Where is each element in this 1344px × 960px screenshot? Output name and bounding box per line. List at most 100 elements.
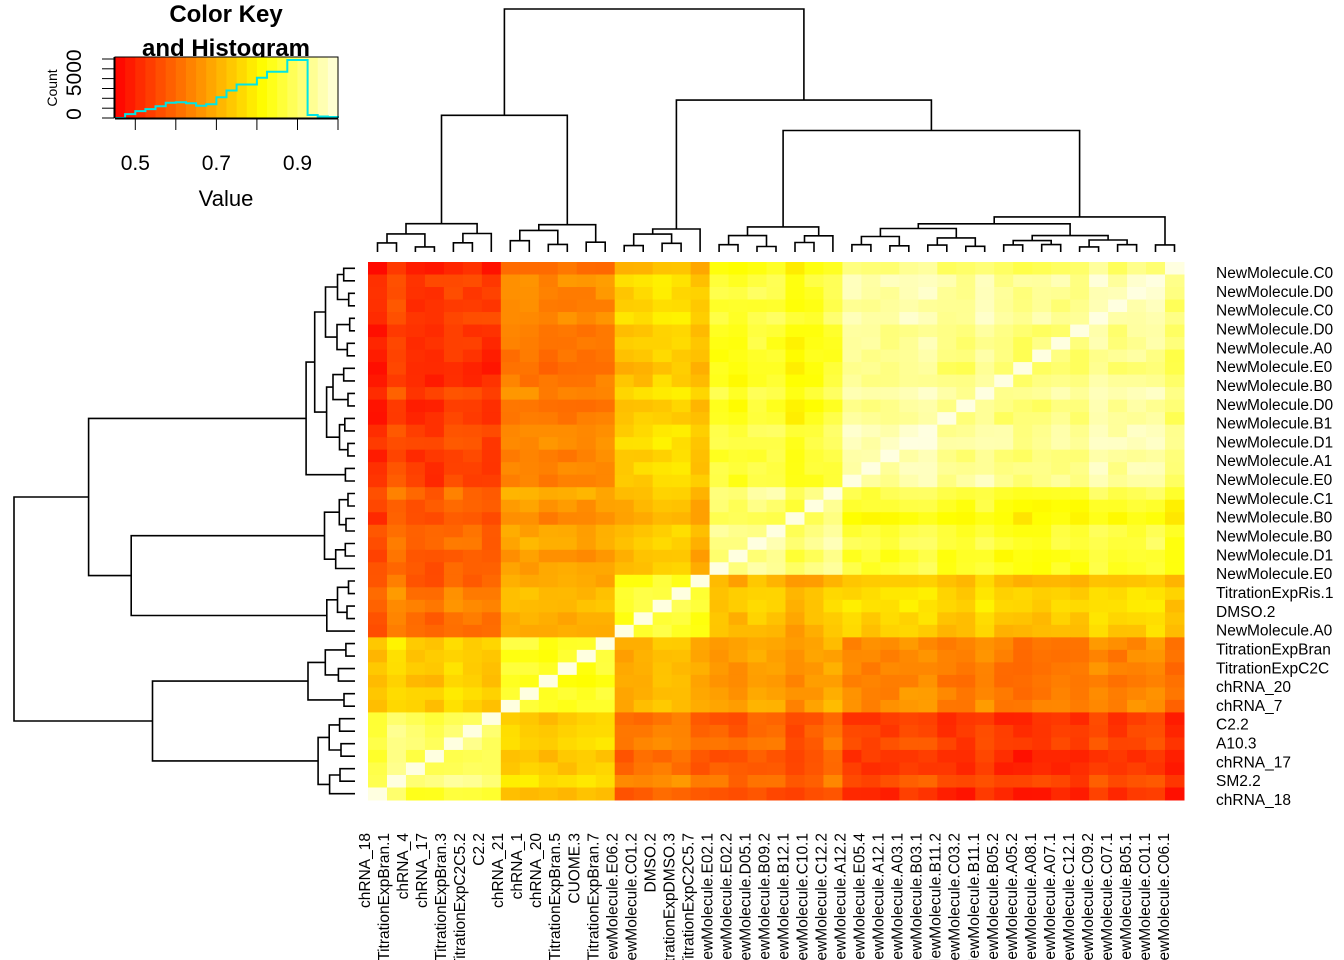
- heatmap-cell: [690, 712, 711, 726]
- heatmap-cell: [785, 549, 805, 563]
- heatmap-cell: [519, 437, 540, 451]
- heatmap-cell: [747, 712, 768, 726]
- heatmap-cell: [652, 724, 673, 738]
- heatmap-cell: [1032, 749, 1052, 763]
- heatmap-cell: [614, 437, 635, 451]
- heatmap-cell: [1146, 512, 1166, 526]
- heatmap-cell: [614, 674, 635, 688]
- dendrogram-branch: [347, 442, 355, 457]
- heatmap-cell: [614, 512, 635, 526]
- heatmap-cell: [975, 424, 995, 438]
- heatmap-cell: [899, 787, 919, 801]
- heatmap-cell: [1127, 762, 1147, 776]
- heatmap-cell: [576, 262, 597, 276]
- heatmap-cell: [557, 537, 578, 551]
- heatmap-cell: [424, 724, 445, 738]
- heatmap-cell: [1089, 574, 1109, 588]
- heatmap-cell: [975, 599, 995, 613]
- heatmap-cell: [576, 574, 597, 588]
- dendrogram-branch: [326, 599, 355, 632]
- heatmap-cell: [1127, 674, 1147, 688]
- heatmap-cell: [975, 549, 995, 563]
- heatmap-cell: [804, 524, 824, 538]
- heatmap-cell: [1032, 337, 1052, 351]
- heatmap-cell: [671, 412, 692, 426]
- heatmap-cell: [994, 737, 1014, 751]
- heatmap-cell: [557, 337, 578, 351]
- heatmap-cell: [386, 749, 407, 763]
- heatmap-cell: [1108, 349, 1128, 363]
- heatmap-cell: [975, 349, 995, 363]
- heatmap-cell: [500, 337, 521, 351]
- heatmap-cell: [595, 649, 616, 663]
- heatmap-cell: [899, 349, 919, 363]
- heatmap-cell: [671, 299, 692, 313]
- heatmap-cell: [386, 299, 407, 313]
- heatmap-cell: [1146, 662, 1166, 676]
- heatmap-cell: [1070, 499, 1090, 513]
- heatmap-cell: [1165, 762, 1185, 776]
- heatmap-cell: [842, 262, 862, 276]
- heatmap-cell: [519, 499, 540, 513]
- heatmap-cell: [576, 299, 597, 313]
- heatmap-cell: [519, 674, 540, 688]
- heatmap-cell: [1032, 287, 1052, 301]
- heatmap-cell: [1013, 687, 1033, 701]
- heatmap-cell: [918, 374, 938, 388]
- heatmap-cell: [880, 437, 900, 451]
- heatmap-cell: [804, 562, 824, 576]
- heatmap-cell: [462, 624, 483, 638]
- heatmap-cell: [899, 562, 919, 576]
- heatmap-cell: [538, 612, 559, 626]
- heatmap-cell: [538, 549, 559, 563]
- heatmap-cell: [690, 662, 711, 676]
- column-label: TitrationExpBran.3: [433, 833, 450, 960]
- heatmap-cell: [481, 349, 502, 363]
- heatmap-cell: [652, 762, 673, 776]
- heatmap-cell: [690, 774, 711, 788]
- heatmap-cell: [994, 424, 1014, 438]
- heatmap-cell: [1013, 449, 1033, 463]
- heatmap-cell: [671, 399, 692, 413]
- heatmap-cell: [937, 562, 957, 576]
- dendrogram-branch: [339, 767, 355, 782]
- color-key-histogram: [115, 59, 339, 119]
- heatmap-cell: [861, 487, 881, 501]
- heatmap-cell: [519, 637, 540, 651]
- row-label: NewMolecule.C0: [1216, 265, 1334, 282]
- heatmap-cell: [918, 287, 938, 301]
- heatmap-cell: [918, 712, 938, 726]
- heatmap-cell: [424, 274, 445, 288]
- heatmap-cell: [994, 549, 1014, 563]
- heatmap-cell: [1070, 362, 1090, 376]
- heatmap-cell: [557, 262, 578, 276]
- heatmap-cell: [557, 287, 578, 301]
- heatmap-cell: [785, 462, 805, 476]
- heatmap-cell: [823, 587, 843, 601]
- row-dendrogram: [13, 267, 355, 795]
- heatmap-cell: [842, 324, 862, 338]
- heatmap-cell: [1108, 562, 1128, 576]
- heatmap-cell: [1146, 299, 1166, 313]
- heatmap-cell: [519, 262, 540, 276]
- heatmap-cell: [728, 324, 749, 338]
- heatmap-cell: [823, 474, 843, 488]
- heatmap-cell: [861, 749, 881, 763]
- heatmap-cell: [747, 599, 768, 613]
- heatmap-cell: [785, 449, 805, 463]
- heatmap-cell: [823, 499, 843, 513]
- heatmap-cell: [557, 749, 578, 763]
- heatmap-cell: [918, 262, 938, 276]
- heatmap-cell: [1127, 387, 1147, 401]
- heatmap-cell: [443, 512, 464, 526]
- heatmap-cell: [861, 637, 881, 651]
- heatmap-cell: [975, 537, 995, 551]
- heatmap-cell: [1146, 312, 1166, 326]
- heatmap-cell: [747, 624, 768, 638]
- color-key-swatch: [307, 57, 319, 118]
- heatmap-cell: [975, 712, 995, 726]
- heatmap-cell: [500, 387, 521, 401]
- heatmap-cell: [1127, 362, 1147, 376]
- heatmap-cell: [557, 449, 578, 463]
- heatmap-cell: [1051, 499, 1071, 513]
